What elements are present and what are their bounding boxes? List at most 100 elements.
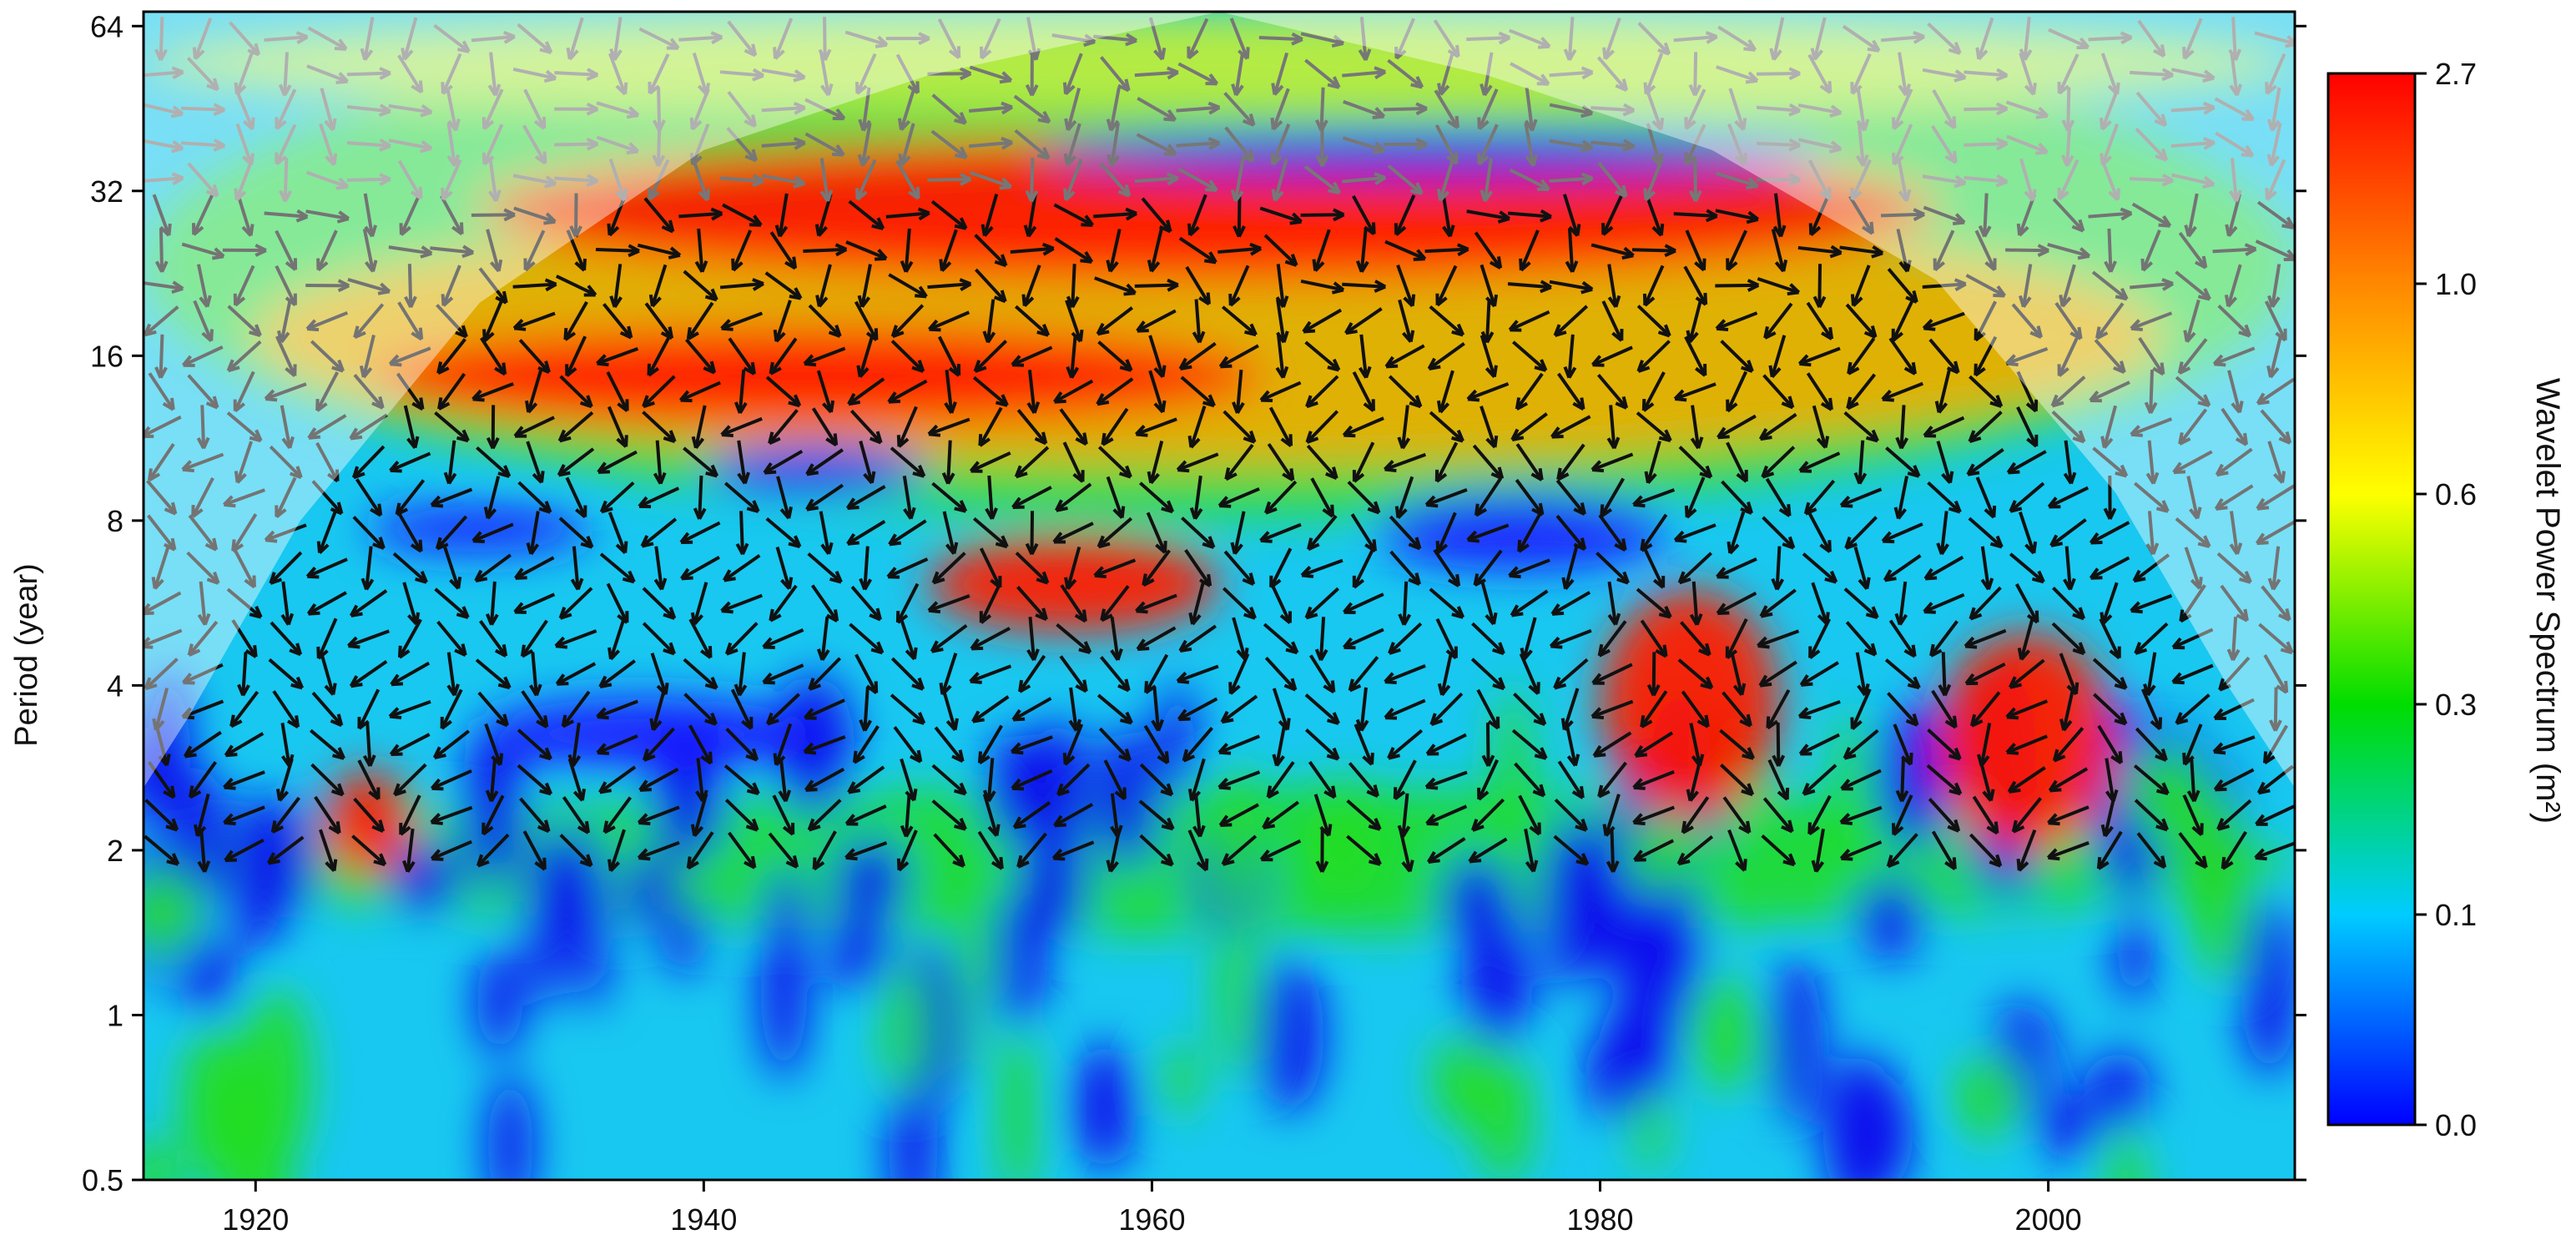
- phase-arrow: [1275, 334, 1289, 379]
- phase-arrow: [2099, 88, 2120, 131]
- phase-arrow: [1518, 794, 1541, 836]
- phase-arrow: [1632, 488, 1676, 508]
- phase-arrow: [972, 517, 1009, 549]
- phase-arrow: [2049, 518, 2087, 547]
- x-tick-label: 1920: [222, 1202, 289, 1237]
- phase-arrow: [637, 840, 680, 861]
- phase-arrow: [2059, 653, 2079, 696]
- phase-arrow: [1797, 346, 1841, 367]
- x-tick-label: 2000: [2015, 1202, 2082, 1237]
- phase-arrow: [440, 194, 464, 236]
- phase-arrow: [1384, 698, 1426, 720]
- phase-arrow: [2172, 450, 2213, 475]
- phase-arrow: [305, 209, 350, 224]
- phase-arrow: [479, 619, 508, 658]
- phase-arrow: [1262, 800, 1299, 830]
- phase-arrow: [1968, 411, 2003, 444]
- phase-arrow: [1596, 56, 1629, 93]
- phase-arrow: [1466, 523, 1510, 543]
- phase-arrow: [1275, 264, 1289, 309]
- phase-arrow: [1014, 129, 1051, 160]
- phase-arrow: [183, 730, 222, 759]
- phase-arrow: [307, 414, 347, 440]
- phase-arrow: [562, 796, 591, 834]
- phase-arrow: [1303, 164, 1341, 195]
- phase-arrow: [1100, 656, 1131, 693]
- phase-arrow: [481, 88, 504, 130]
- phase-arrow: [475, 658, 512, 690]
- phase-arrow: [1797, 103, 1843, 118]
- phase-arrow: [1972, 795, 1999, 835]
- phase-arrow: [1964, 137, 2009, 151]
- phase-arrow: [969, 170, 1013, 190]
- phase-arrow: [315, 371, 340, 412]
- phase-arrow: [683, 446, 719, 478]
- phase-arrow: [2016, 370, 2039, 413]
- phase-arrow: [144, 305, 179, 337]
- phase-arrow: [192, 18, 213, 60]
- phase-arrow: [1135, 417, 1177, 437]
- phase-arrow: [1474, 478, 1502, 517]
- phase-arrow: [154, 17, 168, 62]
- phase-arrow: [349, 659, 388, 688]
- phase-arrow: [602, 303, 633, 340]
- phase-arrow: [2267, 264, 2281, 309]
- phase-arrow: [555, 275, 597, 297]
- phase-arrow: [648, 264, 668, 308]
- phase-arrow: [1850, 159, 1872, 201]
- phase-arrow: [188, 514, 219, 552]
- phase-arrow: [2047, 243, 2091, 260]
- phase-arrow: [1477, 88, 1499, 131]
- phase-arrow: [1927, 728, 1962, 761]
- phase-arrow: [554, 629, 597, 649]
- phase-arrow: [942, 511, 959, 555]
- phase-arrow: [388, 139, 433, 154]
- phase-arrow: [1807, 53, 1832, 94]
- phase-arrow: [1187, 758, 1206, 802]
- phase-arrow: [818, 17, 832, 62]
- phase-arrow: [1726, 441, 1748, 483]
- y-tick-label: 2: [107, 834, 124, 868]
- phase-arrow: [1470, 798, 1505, 832]
- phase-arrow: [927, 67, 972, 81]
- phase-arrow: [279, 158, 292, 203]
- phase-arrow: [931, 481, 968, 513]
- phase-arrow: [227, 305, 262, 338]
- phase-arrow: [1218, 344, 1259, 369]
- phase-arrow: [683, 693, 718, 726]
- phase-arrow: [522, 830, 547, 871]
- phase-arrow: [2007, 766, 2046, 794]
- phase-arrow: [599, 481, 635, 514]
- phase-arrow: [810, 584, 839, 622]
- phase-arrow: [2227, 370, 2244, 414]
- phase-arrow: [360, 17, 375, 61]
- phase-arrow: [1678, 446, 1713, 479]
- phase-arrow: [1064, 546, 1081, 590]
- phase-arrow: [890, 340, 925, 373]
- phase-arrow: [319, 123, 338, 167]
- phase-arrow: [482, 300, 503, 342]
- phase-arrow: [1507, 280, 1552, 294]
- phase-arrow: [1756, 103, 1801, 117]
- phase-arrow: [2220, 584, 2249, 622]
- phase-arrow: [1434, 441, 1459, 483]
- phase-arrow: [1936, 441, 1954, 484]
- phase-arrow: [234, 441, 253, 484]
- phase-arrow: [2100, 405, 2118, 449]
- phase-arrow: [1601, 194, 1624, 236]
- phase-arrow: [854, 653, 879, 695]
- phase-arrow: [1106, 229, 1122, 273]
- phase-arrow: [233, 547, 256, 589]
- phase-arrow: [1892, 88, 1913, 130]
- phase-arrow: [520, 619, 548, 658]
- phase-arrow: [2103, 475, 2117, 520]
- phase-arrow: [397, 618, 422, 659]
- phase-arrow: [1550, 415, 1591, 439]
- phase-arrow: [278, 52, 292, 97]
- phase-arrow: [896, 829, 918, 872]
- phase-arrow: [144, 658, 179, 691]
- phase-arrow: [1304, 693, 1340, 725]
- phase-arrow: [722, 203, 763, 227]
- phase-arrow: [678, 31, 723, 45]
- phase-arrow: [902, 475, 916, 520]
